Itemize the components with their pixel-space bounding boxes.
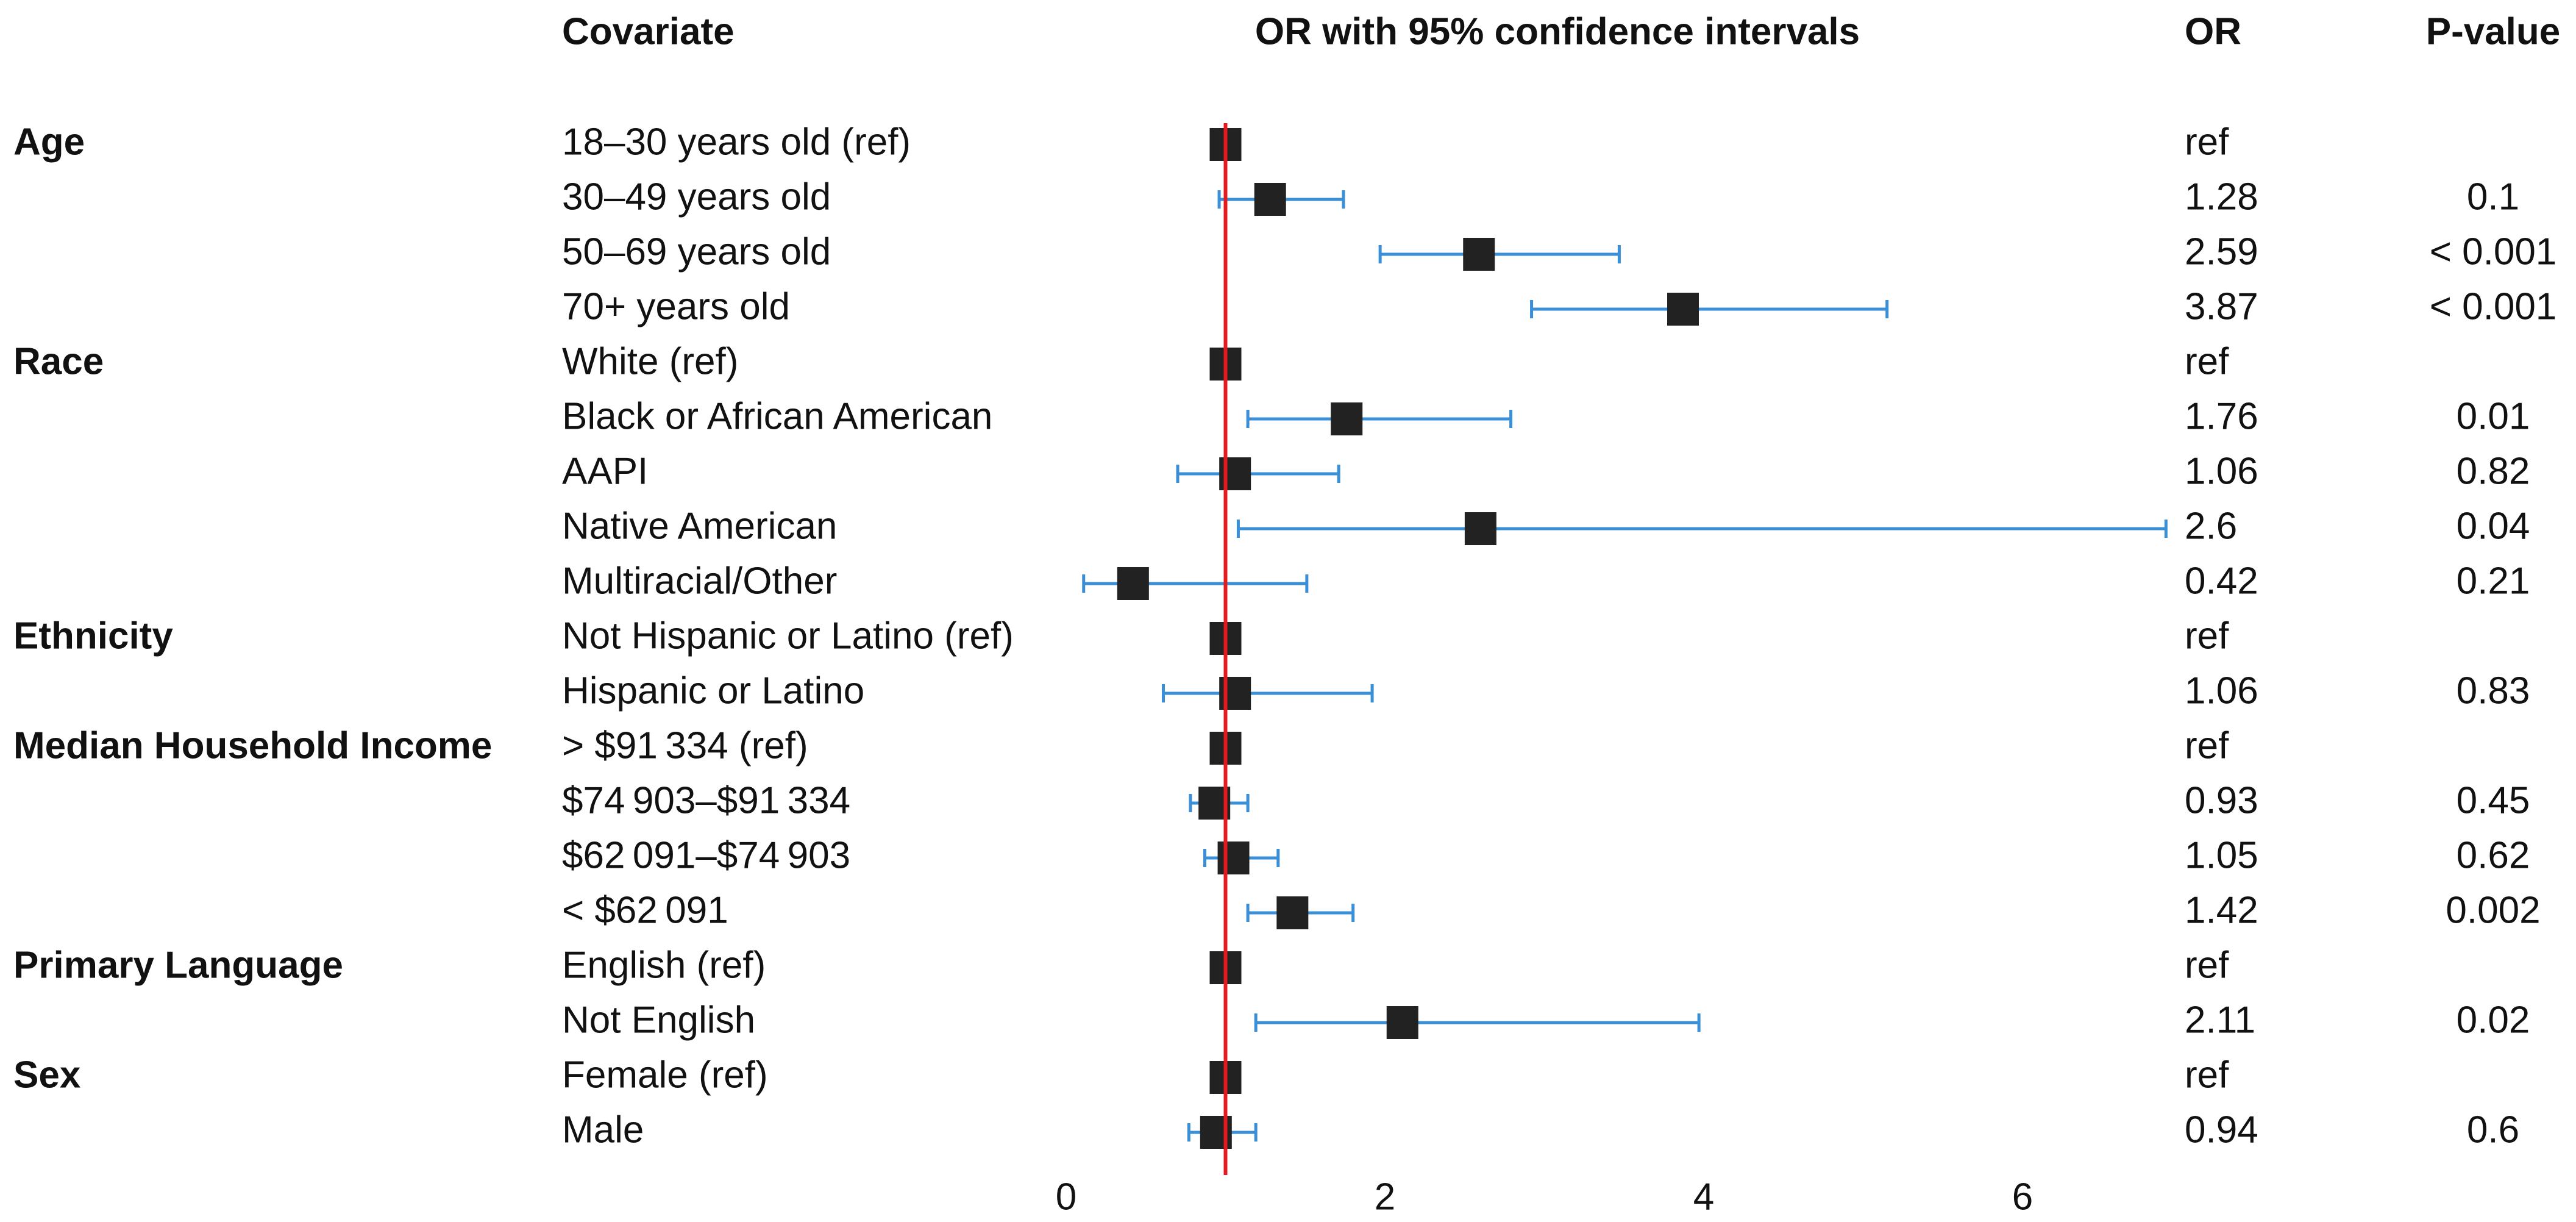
plot-header: OR with 95% confidence intervals (1255, 10, 1860, 52)
p-value-label: 0.02 (2457, 999, 2530, 1041)
covariate-label: $62 091–$74 903 (562, 834, 850, 876)
or-label: 0.93 (2185, 779, 2258, 821)
group-label: Primary Language (13, 944, 343, 986)
p-value-label: 0.21 (2457, 560, 2530, 602)
covariate-label: English (ref) (562, 944, 766, 986)
p-value-label: < 0.001 (2430, 230, 2557, 273)
or-box (1464, 512, 1496, 545)
covariate-label: 30–49 years old (562, 176, 831, 218)
covariate-label: Male (562, 1109, 644, 1151)
group-label: Age (13, 121, 85, 163)
p-value-label: 0.1 (2467, 176, 2519, 218)
covariate-header: Covariate (562, 10, 735, 52)
p-value-label: 0.04 (2457, 505, 2530, 547)
or-label: 1.05 (2185, 834, 2258, 876)
p-value-label: 0.002 (2446, 889, 2540, 931)
p-value-label: 0.6 (2467, 1109, 2519, 1151)
x-tick-label: 4 (1693, 1176, 1714, 1218)
covariate-label: Hispanic or Latino (562, 670, 864, 712)
x-tick-label: 2 (1375, 1176, 1395, 1218)
or-label: 0.94 (2185, 1109, 2258, 1151)
p-value-label: 0.82 (2457, 450, 2530, 492)
or-label: 1.06 (2185, 450, 2258, 492)
or-label: 1.42 (2185, 889, 2258, 931)
or-label: 1.28 (2185, 176, 2258, 218)
covariate-label: White (ref) (562, 340, 738, 382)
or-label: ref (2185, 724, 2229, 766)
covariate-label: Native American (562, 505, 837, 547)
p-value-label: 0.01 (2457, 395, 2530, 437)
or-label: ref (2185, 340, 2229, 382)
x-tick-label: 6 (2012, 1176, 2033, 1218)
or-box (1667, 293, 1699, 326)
covariate-label: $74 903–$91 334 (562, 779, 850, 821)
p-value-label: 0.83 (2457, 670, 2530, 712)
covariate-label: > $91 334 (ref) (562, 724, 808, 766)
or-box (1276, 896, 1309, 929)
or-box (1117, 567, 1149, 600)
or-header: OR (2185, 10, 2241, 52)
or-label: 2.59 (2185, 230, 2258, 273)
group-label: Race (13, 340, 104, 382)
or-box (1217, 841, 1250, 874)
group-label: Ethnicity (13, 615, 173, 657)
or-label: 2.6 (2185, 505, 2237, 547)
p-value-label: 0.45 (2457, 779, 2530, 821)
or-label: ref (2185, 944, 2229, 986)
or-box (1463, 238, 1495, 271)
covariate-label: 18–30 years old (ref) (562, 121, 911, 163)
covariate-label: Female (ref) (562, 1054, 768, 1096)
p-value-label: < 0.001 (2430, 285, 2557, 327)
group-label: Median Household Income (13, 724, 492, 766)
x-tick-label: 0 (1056, 1176, 1076, 1218)
or-box (1331, 402, 1363, 435)
p-header: P-value (2426, 10, 2561, 52)
covariate-label: Black or African American (562, 395, 992, 437)
or-box (1254, 183, 1286, 216)
or-label: 1.76 (2185, 395, 2258, 437)
covariate-label: 50–69 years old (562, 230, 831, 273)
covariate-label: Not Hispanic or Latino (ref) (562, 615, 1014, 657)
or-label: 2.11 (2185, 999, 2255, 1041)
or-label: 1.06 (2185, 670, 2258, 712)
covariate-label: < $62 091 (562, 889, 728, 931)
covariate-label: 70+ years old (562, 285, 790, 327)
or-label: ref (2185, 1054, 2229, 1096)
or-label: ref (2185, 615, 2229, 657)
p-value-label: 0.62 (2457, 834, 2530, 876)
covariate-label: Not English (562, 999, 755, 1041)
covariate-label: Multiracial/Other (562, 560, 837, 602)
covariate-label: AAPI (562, 450, 648, 492)
or-label: 3.87 (2185, 285, 2258, 327)
or-label: ref (2185, 121, 2229, 163)
or-label: 0.42 (2185, 560, 2258, 602)
group-label: Sex (13, 1054, 81, 1096)
or-box (1386, 1006, 1418, 1039)
